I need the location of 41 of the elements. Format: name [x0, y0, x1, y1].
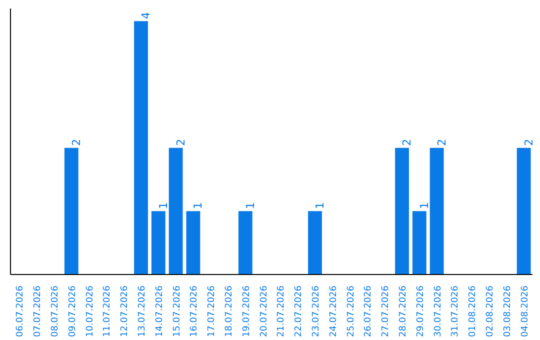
x-tick-label: 14.07.2026	[154, 285, 165, 338]
x-tick-label: 07.07.2026	[33, 285, 44, 338]
x-tick-label: 02.08.2026	[486, 285, 496, 338]
x-tick-label: 01.08.2026	[468, 285, 478, 338]
x-tick-label: 06.07.2026	[16, 285, 26, 338]
x-tick-label: 12.07.2026	[120, 285, 130, 338]
data-label: 1	[244, 202, 257, 210]
x-tick-label: 28.07.2026	[398, 285, 408, 338]
data-label: 4	[140, 12, 152, 20]
data-label: 2	[522, 138, 536, 146]
data-label: 2	[174, 138, 188, 146]
x-tick-label: 11.07.2026	[102, 285, 113, 338]
x-tick-label: 27.07.2026	[381, 285, 392, 338]
x-tick-label: 29.07.2026	[416, 285, 426, 338]
x-tick-label: 18.07.2026	[224, 285, 234, 338]
data-label: 1	[192, 202, 205, 210]
x-tick-label: 25.07.2026	[346, 285, 356, 338]
x-tick-label: 23.07.2026	[312, 285, 322, 338]
data-label: 2	[70, 138, 83, 146]
x-tick-label: 22.07.2026	[294, 285, 304, 338]
data-label: 1	[156, 202, 170, 210]
x-tick-label: 31.07.2026	[450, 285, 461, 338]
x-tick-label: 30.07.2026	[433, 285, 444, 338]
x-tick-label: 26.07.2026	[364, 285, 374, 338]
x-tick-label: 19.07.2026	[242, 285, 252, 338]
x-tick-label: 10.07.2026	[85, 285, 96, 338]
data-label: 1	[418, 202, 431, 210]
data-label: 2	[400, 138, 414, 146]
x-tick-label: 08.07.2026	[50, 285, 60, 338]
x-tick-label: 24.07.2026	[328, 285, 339, 338]
data-label: 2	[435, 138, 448, 146]
x-tick-label: 13.07.2026	[138, 285, 148, 338]
data-label: 1	[314, 202, 326, 210]
x-tick-label: 20.07.2026	[259, 285, 270, 338]
x-tick-label: 03.08.2026	[502, 285, 513, 338]
x-tick-label: 04.08.2026	[520, 285, 530, 338]
x-tick-label: 16.07.2026	[190, 285, 200, 338]
x-tick-label: 15.07.2026	[172, 285, 182, 338]
x-tick-label: 09.07.2026	[68, 285, 78, 338]
x-tick-label: 17.07.2026	[207, 285, 218, 338]
x-tick-label: 21.07.2026	[276, 285, 287, 338]
